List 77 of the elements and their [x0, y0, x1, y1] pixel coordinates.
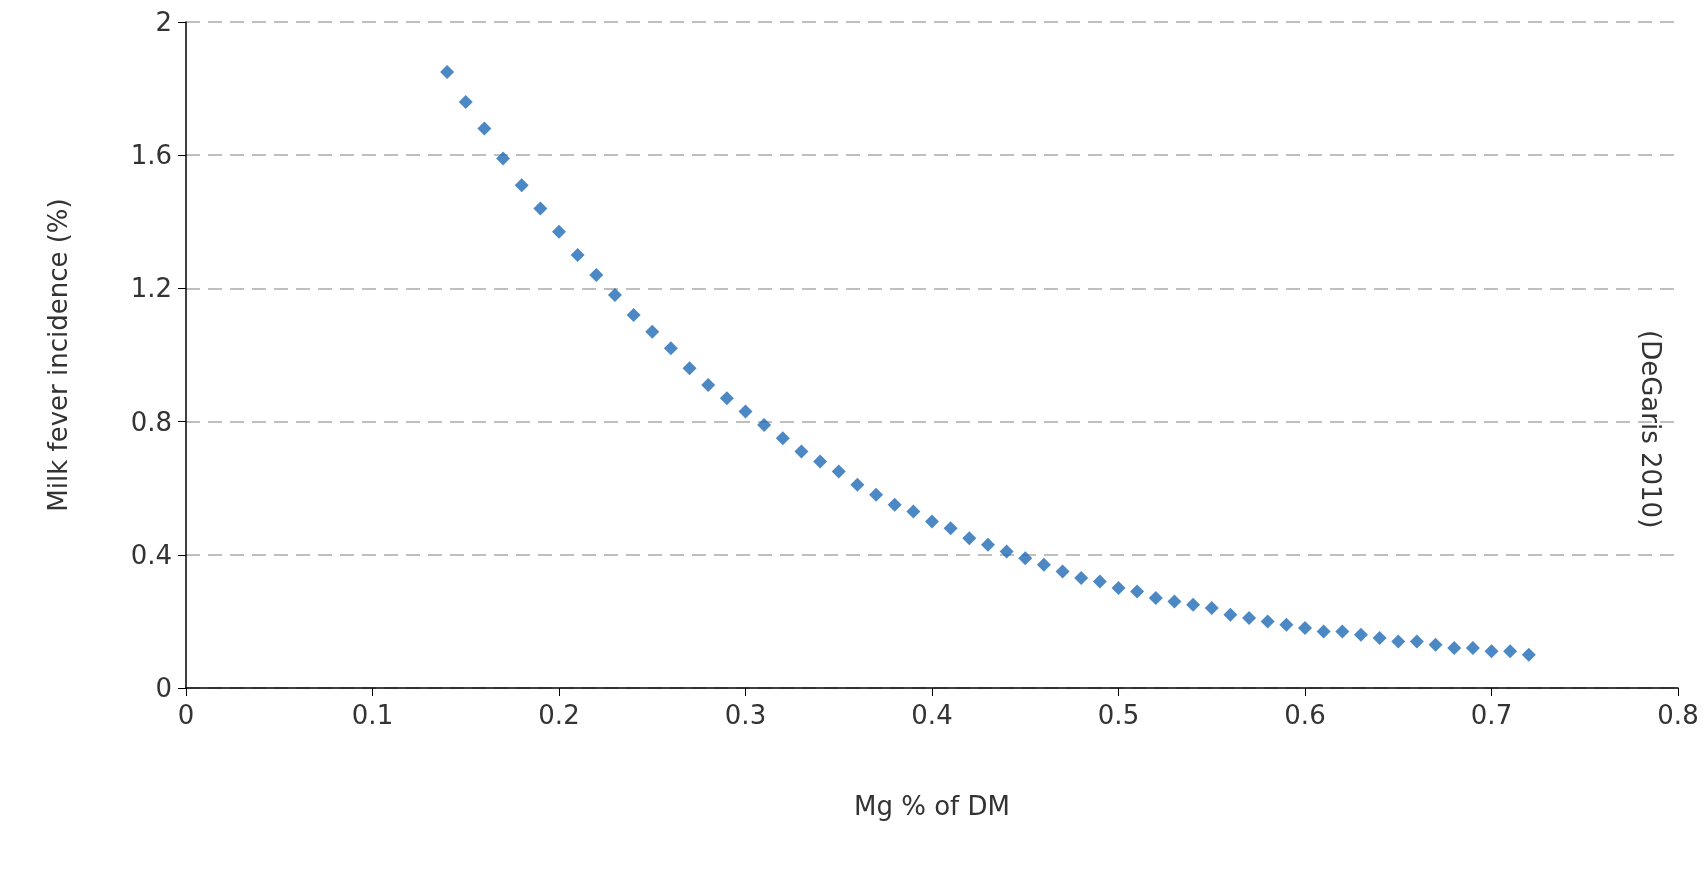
- x-tick-label: 0.4: [911, 700, 953, 730]
- point: [1428, 637, 1443, 652]
- point: [607, 288, 622, 303]
- point: [850, 477, 865, 492]
- point: [1409, 634, 1424, 649]
- point: [458, 94, 473, 109]
- point: [570, 248, 585, 263]
- point: [682, 361, 697, 376]
- point: [1335, 624, 1350, 639]
- point: [906, 504, 921, 519]
- y-axis-title: Milk fever incidence (%): [43, 198, 73, 512]
- y-tick-label: 1.2: [130, 273, 172, 304]
- point: [552, 224, 566, 239]
- point: [1465, 641, 1480, 656]
- x-axis-title: Mg % of DM: [854, 791, 1010, 821]
- point: [943, 521, 958, 536]
- point: [980, 537, 995, 552]
- point: [1391, 634, 1406, 649]
- point: [999, 544, 1014, 559]
- x-tick-label: 0.5: [1097, 700, 1140, 730]
- point: [477, 121, 492, 136]
- point: [1074, 571, 1089, 586]
- point: [1055, 564, 1070, 579]
- point: [794, 444, 809, 459]
- point: [869, 487, 884, 502]
- point: [514, 178, 529, 193]
- point: [775, 431, 790, 446]
- x-tick-label: 0.6: [1284, 700, 1326, 730]
- point: [1111, 581, 1126, 596]
- point: [1447, 641, 1462, 656]
- point: [1298, 621, 1312, 636]
- point: [1167, 594, 1182, 609]
- y-tick-label: 0.4: [130, 539, 172, 570]
- point: [626, 308, 641, 323]
- point: [1036, 557, 1051, 572]
- point: [831, 464, 846, 479]
- point: [1372, 631, 1387, 646]
- point: [1260, 614, 1275, 629]
- x-tick-label: 0.3: [724, 700, 767, 730]
- point: [645, 324, 660, 339]
- point: [1204, 601, 1219, 616]
- point: [1484, 644, 1499, 659]
- x-tick-label: 0: [177, 700, 195, 730]
- point: [757, 417, 772, 432]
- x-tick-label: 0.1: [351, 700, 394, 730]
- y-tick-label: 1.6: [130, 140, 172, 171]
- point: [887, 497, 902, 512]
- point: [663, 341, 678, 356]
- point: [813, 454, 828, 469]
- point: [925, 514, 939, 529]
- point: [533, 201, 548, 216]
- x-tick-label: 0.7: [1470, 700, 1513, 730]
- point: [701, 377, 716, 392]
- point: [1353, 627, 1368, 642]
- point: [1242, 611, 1257, 626]
- point: [1130, 584, 1145, 599]
- x-tick-label: 0.2: [538, 700, 580, 730]
- y-tick-label: 0.8: [130, 406, 172, 437]
- point: [719, 391, 734, 406]
- point: [1521, 647, 1536, 662]
- point: [1316, 624, 1331, 639]
- point: [589, 268, 604, 283]
- point: [1018, 551, 1033, 566]
- point: [1092, 574, 1107, 589]
- point: [1186, 597, 1201, 612]
- x-tick-label: 0.8: [1657, 700, 1699, 730]
- point: [1503, 644, 1518, 659]
- point: [1223, 607, 1238, 622]
- point: [738, 404, 753, 419]
- y-tick-label: 0: [155, 673, 172, 703]
- point: [1148, 591, 1163, 606]
- point: [962, 531, 977, 546]
- y-tick-label: 2: [155, 7, 172, 37]
- annotation: (DeGaris 2010): [1636, 330, 1666, 529]
- point: [440, 64, 455, 79]
- point: [496, 151, 511, 166]
- point: [1279, 617, 1294, 632]
